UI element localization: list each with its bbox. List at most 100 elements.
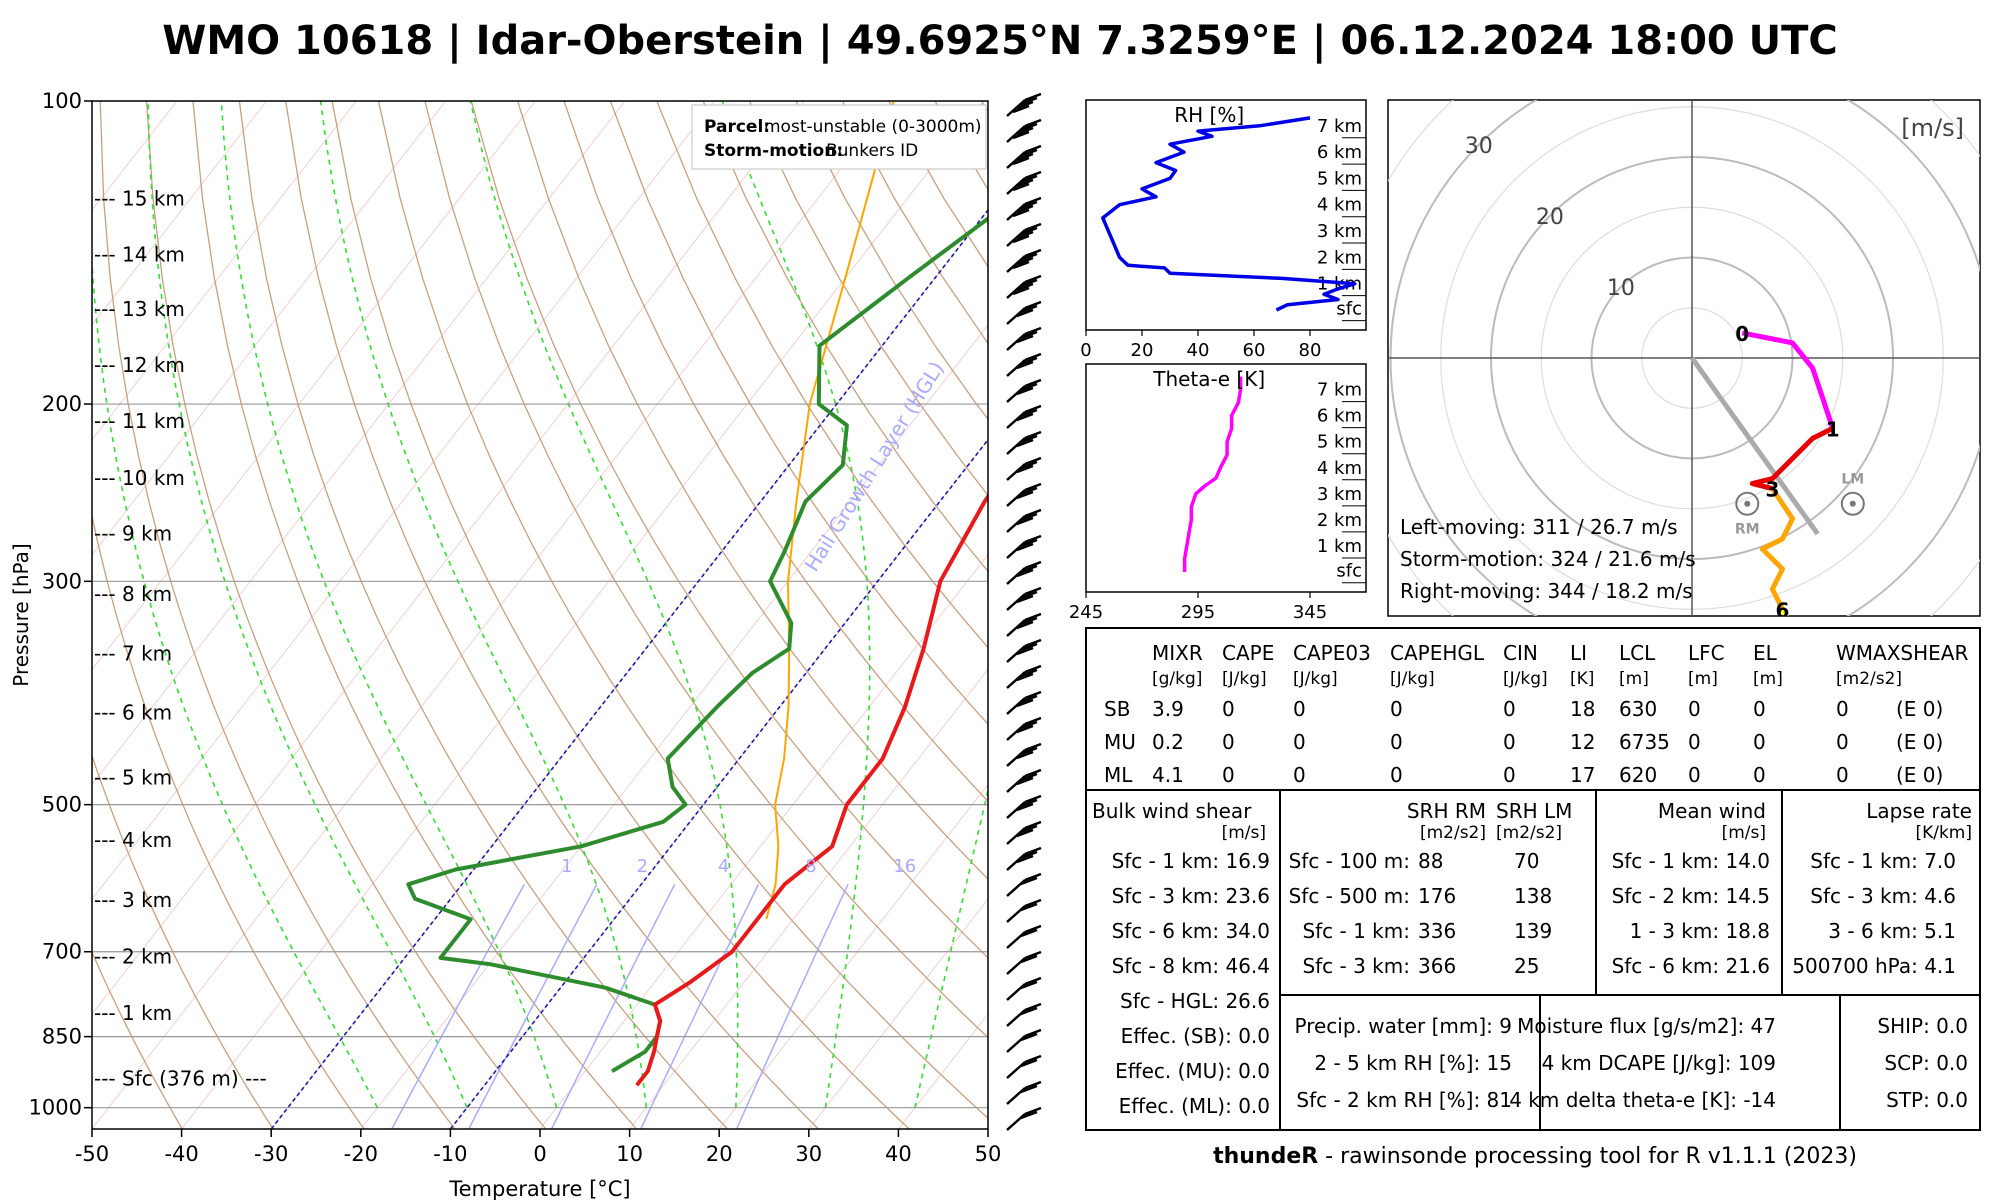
- bulk-shear-row: Sfc - 6 km: 34.0: [1112, 919, 1270, 943]
- rh-panel-height-label: 2 km: [1317, 247, 1362, 268]
- y-tick-label: 1000: [29, 1096, 82, 1120]
- wind-barb-flag: [1020, 876, 1038, 886]
- wind-barb-flag: [1020, 720, 1038, 730]
- height-label: --- 4 km: [94, 828, 172, 852]
- isotherm: [360, 323, 988, 1129]
- wind-barb-flag: [1016, 698, 1034, 708]
- indices-value: 0: [1293, 730, 1306, 754]
- hgl-isotherm-line: [449, 438, 988, 1129]
- indices-unit: [J/kg]: [1503, 669, 1548, 689]
- srh-lm-title: SRH LM: [1496, 799, 1572, 823]
- wind-barb-flag: [1016, 230, 1034, 240]
- indices-value: 0: [1503, 730, 1516, 754]
- hodograph-segment-0-1km: [1741, 330, 1836, 430]
- hgl-label: Hail Growth Layer (HGL): [800, 357, 949, 576]
- indices-value: (E 0): [1896, 763, 1943, 787]
- height-label: --- Sfc (376 m) ---: [94, 1066, 267, 1090]
- x-tick-label: 40: [885, 1142, 912, 1166]
- wind-barb-flag: [1020, 1032, 1038, 1042]
- isotherm: [92, 101, 895, 1129]
- indices-value: 3.9: [1152, 697, 1184, 721]
- dry-adiabat: [285, 101, 819, 1129]
- wind-barb-flag: [1016, 100, 1034, 110]
- rh-panel-x-tick-label: 40: [1187, 340, 1210, 361]
- srh-rm-title: SRH RM: [1407, 799, 1486, 823]
- wind-barb-flag: [1012, 208, 1030, 218]
- wind-barb-flag: [1020, 226, 1038, 236]
- legend-parcel-value: most-unstable (0-3000m): [764, 117, 982, 137]
- wind-barb-flag: [1012, 130, 1030, 140]
- wind-barb-flag: [1020, 148, 1038, 158]
- height-label: --- 8 km: [94, 582, 172, 606]
- legend-box: [691, 104, 987, 170]
- dry-adiabat: [377, 101, 988, 1120]
- dry-adiabat: [145, 101, 547, 1129]
- dry-adiabat: [238, 101, 728, 1129]
- wind-barb-flag: [1020, 902, 1038, 912]
- srh-lm-value: 25: [1514, 954, 1539, 978]
- wind-barb-flag: [1020, 512, 1038, 522]
- lapse-rate-row: Sfc - 3 km: 4.6: [1810, 884, 1956, 908]
- x-tick-label: -50: [75, 1142, 109, 1166]
- wind-barb-flag: [1020, 928, 1038, 938]
- wind-barb-flag: [1020, 356, 1038, 366]
- theta-e-panel-height-label: 6 km: [1317, 406, 1362, 427]
- wind-barb-flag: [1024, 664, 1042, 674]
- dry-adiabat: [470, 101, 988, 959]
- moist-adiabat: [220, 101, 558, 1108]
- rh-panel-height-label: sfc: [1336, 299, 1362, 320]
- wind-barb-flag: [1024, 1106, 1042, 1116]
- wind-barb-flag: [1024, 690, 1042, 700]
- wind-barb-flag: [1020, 122, 1038, 132]
- wind-barb-flag: [1020, 772, 1038, 782]
- wind-barb-flag: [1016, 568, 1034, 578]
- wind-barb-flag: [1016, 360, 1034, 370]
- indices-value: 6735: [1619, 730, 1670, 754]
- wind-barb-flag: [1020, 1058, 1038, 1068]
- indices-unit: [m]: [1753, 669, 1783, 689]
- wind-barb-flag: [1024, 1002, 1042, 1012]
- lapse-rate-unit: [K/km]: [1915, 823, 1972, 843]
- mixing-ratio-line: [468, 883, 598, 1129]
- wind-barb-flag: [1020, 824, 1038, 834]
- wind-barb-flag: [1024, 768, 1042, 778]
- chart-title: WMO 10618 | Idar-Oberstein | 49.6925°N 7…: [162, 18, 1838, 64]
- x-tick-label: 10: [616, 1142, 643, 1166]
- dry-adiabat: [656, 101, 988, 649]
- hodograph-area: 10 20 30 40 0 1 3 6 RM LM: [1388, 100, 1980, 616]
- wind-barb-flag: [1020, 616, 1038, 626]
- dry-adiabat: [331, 101, 910, 1129]
- indices-value: 17: [1570, 763, 1595, 787]
- rh-panel-height-label: 5 km: [1317, 168, 1362, 189]
- rh-panel-frame: [1085, 99, 1367, 331]
- theta-e-panel-height-label: sfc: [1336, 561, 1362, 582]
- mixing-ratio-label: 2: [637, 856, 648, 877]
- wind-barb-flag: [1024, 638, 1042, 648]
- wind-barb-flag: [1024, 1054, 1042, 1064]
- wind-barb-flag: [1020, 304, 1038, 314]
- bulk-shear-title: Bulk wind shear: [1092, 799, 1252, 823]
- x-tick-label: -40: [164, 1142, 198, 1166]
- storm-motion-marker-dot: [1744, 500, 1751, 507]
- bulk-shear-row: Effec. (SB): 0.0: [1121, 1024, 1270, 1048]
- hodograph-height-mark: 0: [1735, 322, 1749, 346]
- theta-e-panel-height-label: 7 km: [1317, 380, 1362, 401]
- wind-barb-flag: [1024, 404, 1042, 414]
- wind-barb-flag: [1016, 178, 1034, 188]
- mixing-ratio-line: [391, 883, 525, 1129]
- mean-wind-row: 1 - 3 km: 18.8: [1630, 919, 1770, 943]
- dry-adiabat: [702, 101, 988, 573]
- isotherm: [539, 553, 988, 1129]
- theta-e-panel-x-tick-label: 345: [1293, 602, 1327, 623]
- indices-value: 0: [1753, 697, 1766, 721]
- wind-barb-flag: [1024, 820, 1042, 830]
- indices-value: 0: [1688, 730, 1701, 754]
- wind-barb-flag: [1016, 724, 1034, 734]
- wind-barb-flag: [1020, 642, 1038, 652]
- legend-storm-value: Bunkers ID: [826, 141, 918, 161]
- indices-header: LFC: [1688, 641, 1725, 665]
- indices-value: 0: [1222, 697, 1235, 721]
- wind-barb-flag: [1016, 490, 1034, 500]
- srh-rm-value: 88: [1418, 849, 1443, 873]
